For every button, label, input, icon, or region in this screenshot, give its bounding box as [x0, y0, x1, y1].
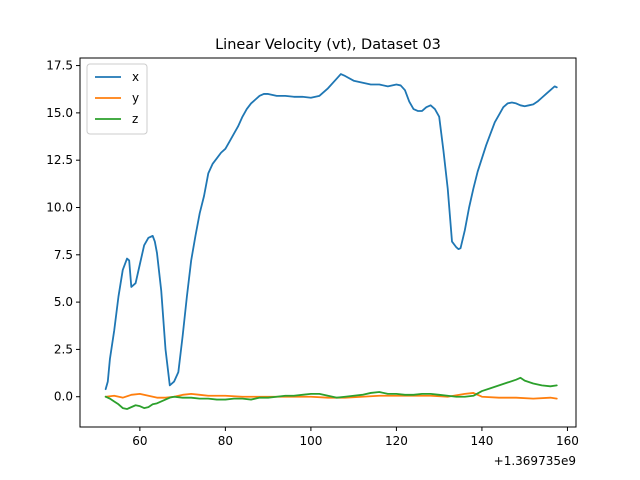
x-axis-offset-label: +1.369735e9	[494, 454, 576, 468]
legend-label-y: y	[132, 91, 139, 105]
series-line-x	[104, 73, 558, 391]
x-tick-label: 140	[470, 434, 493, 448]
plot-area	[79, 57, 577, 428]
y-tick-label: 17.5	[46, 59, 73, 73]
x-tick-label: 160	[556, 434, 579, 448]
y-tick-label: 5.0	[54, 295, 73, 309]
x-tick-label: 60	[132, 434, 147, 448]
legend: xyz	[86, 63, 148, 135]
x-tick-label: 80	[218, 434, 233, 448]
y-tick-label: 15.0	[46, 106, 73, 120]
x-tick-label: 120	[385, 434, 408, 448]
series-line-z	[104, 376, 558, 410]
x-tick-label: 100	[299, 434, 322, 448]
y-axis: 0.0 2.5 5.0 7.5 10.0 12.5 15.0 17.5	[46, 59, 80, 404]
y-tick-label: 0.0	[54, 390, 73, 404]
legend-box	[86, 63, 148, 135]
y-tick-label: 7.5	[54, 248, 73, 262]
legend-label-z: z	[132, 112, 138, 126]
y-tick-label: 10.0	[46, 200, 73, 214]
chart-title: Linear Velocity (vt), Dataset 03	[215, 37, 441, 53]
legend-label-x: x	[132, 70, 139, 84]
series-line-y	[104, 392, 558, 400]
x-axis: 60 80 100 120 140 160	[132, 427, 579, 448]
plot-frame	[79, 57, 577, 428]
y-tick-label: 2.5	[54, 342, 73, 356]
y-tick-label: 12.5	[46, 153, 73, 167]
